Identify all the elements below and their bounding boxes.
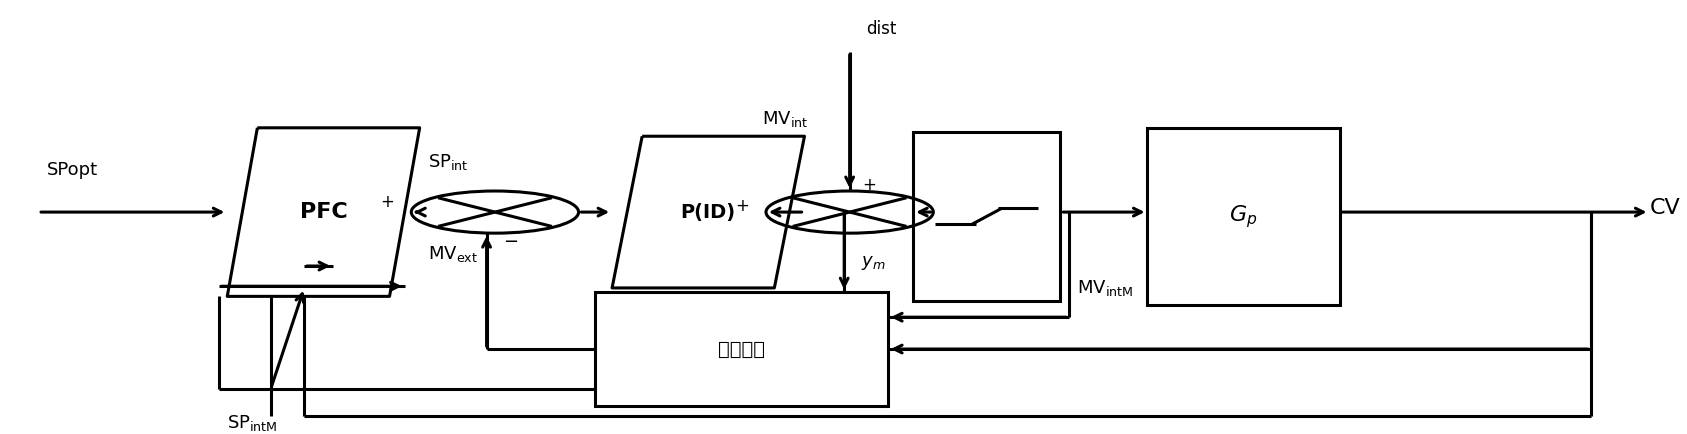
Text: 回退计算: 回退计算 [719, 339, 766, 358]
Text: dist: dist [867, 20, 897, 38]
Bar [1147, 128, 1339, 305]
Text: CV: CV [1650, 198, 1680, 218]
Text: $\mathrm{MV_{int}}$: $\mathrm{MV_{int}}$ [761, 109, 808, 129]
Text: SPopt: SPopt [47, 161, 98, 179]
Bar [913, 132, 1061, 301]
Text: P(ID): P(ID) [680, 203, 736, 222]
Text: PFC: PFC [300, 202, 348, 222]
Bar [596, 292, 887, 406]
Text: −: − [503, 233, 518, 250]
Text: $y_m$: $y_m$ [860, 253, 886, 272]
Text: +: + [381, 193, 395, 210]
Text: $\mathrm{MV_{intM}}$: $\mathrm{MV_{intM}}$ [1078, 278, 1134, 298]
Text: $\mathrm{SP_{int}}$: $\mathrm{SP_{int}}$ [428, 151, 469, 171]
Text: $G_p$: $G_p$ [1230, 203, 1259, 230]
Text: +: + [736, 197, 749, 215]
Text: $\mathrm{MV_{ext}}$: $\mathrm{MV_{ext}}$ [428, 244, 477, 264]
Text: +: + [862, 176, 876, 194]
Text: $\mathrm{SP_{intM}}$: $\mathrm{SP_{intM}}$ [228, 413, 278, 433]
